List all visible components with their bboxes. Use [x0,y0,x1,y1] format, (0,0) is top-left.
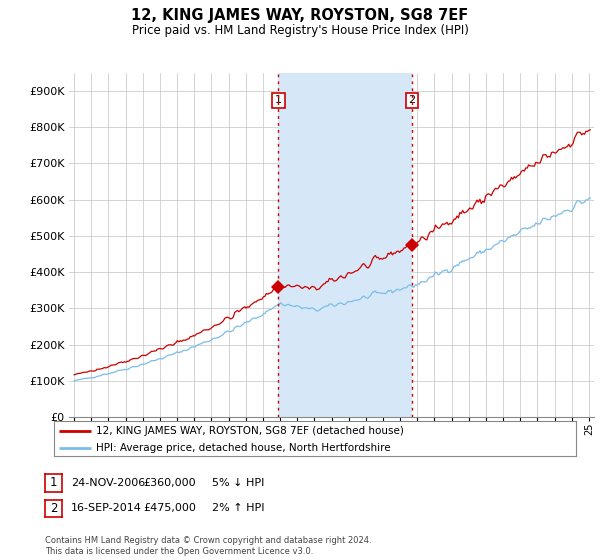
Text: 5% ↓ HPI: 5% ↓ HPI [212,478,264,488]
Text: HPI: Average price, detached house, North Hertfordshire: HPI: Average price, detached house, Nort… [96,442,391,452]
Text: £360,000: £360,000 [143,478,196,488]
Text: 1: 1 [275,95,282,105]
Text: 12, KING JAMES WAY, ROYSTON, SG8 7EF: 12, KING JAMES WAY, ROYSTON, SG8 7EF [131,8,469,24]
Text: 2: 2 [409,95,416,105]
Text: Contains HM Land Registry data © Crown copyright and database right 2024.
This d: Contains HM Land Registry data © Crown c… [45,536,371,556]
Text: £475,000: £475,000 [143,503,196,514]
Text: 1: 1 [50,476,57,489]
Text: 2% ↑ HPI: 2% ↑ HPI [212,503,264,514]
Bar [278,73,412,417]
Text: 16-SEP-2014: 16-SEP-2014 [71,503,142,514]
Text: 24-NOV-2006: 24-NOV-2006 [71,478,145,488]
Text: 2: 2 [50,502,57,515]
Text: Price paid vs. HM Land Registry's House Price Index (HPI): Price paid vs. HM Land Registry's House … [131,24,469,36]
Text: 12, KING JAMES WAY, ROYSTON, SG8 7EF (detached house): 12, KING JAMES WAY, ROYSTON, SG8 7EF (de… [96,426,404,436]
